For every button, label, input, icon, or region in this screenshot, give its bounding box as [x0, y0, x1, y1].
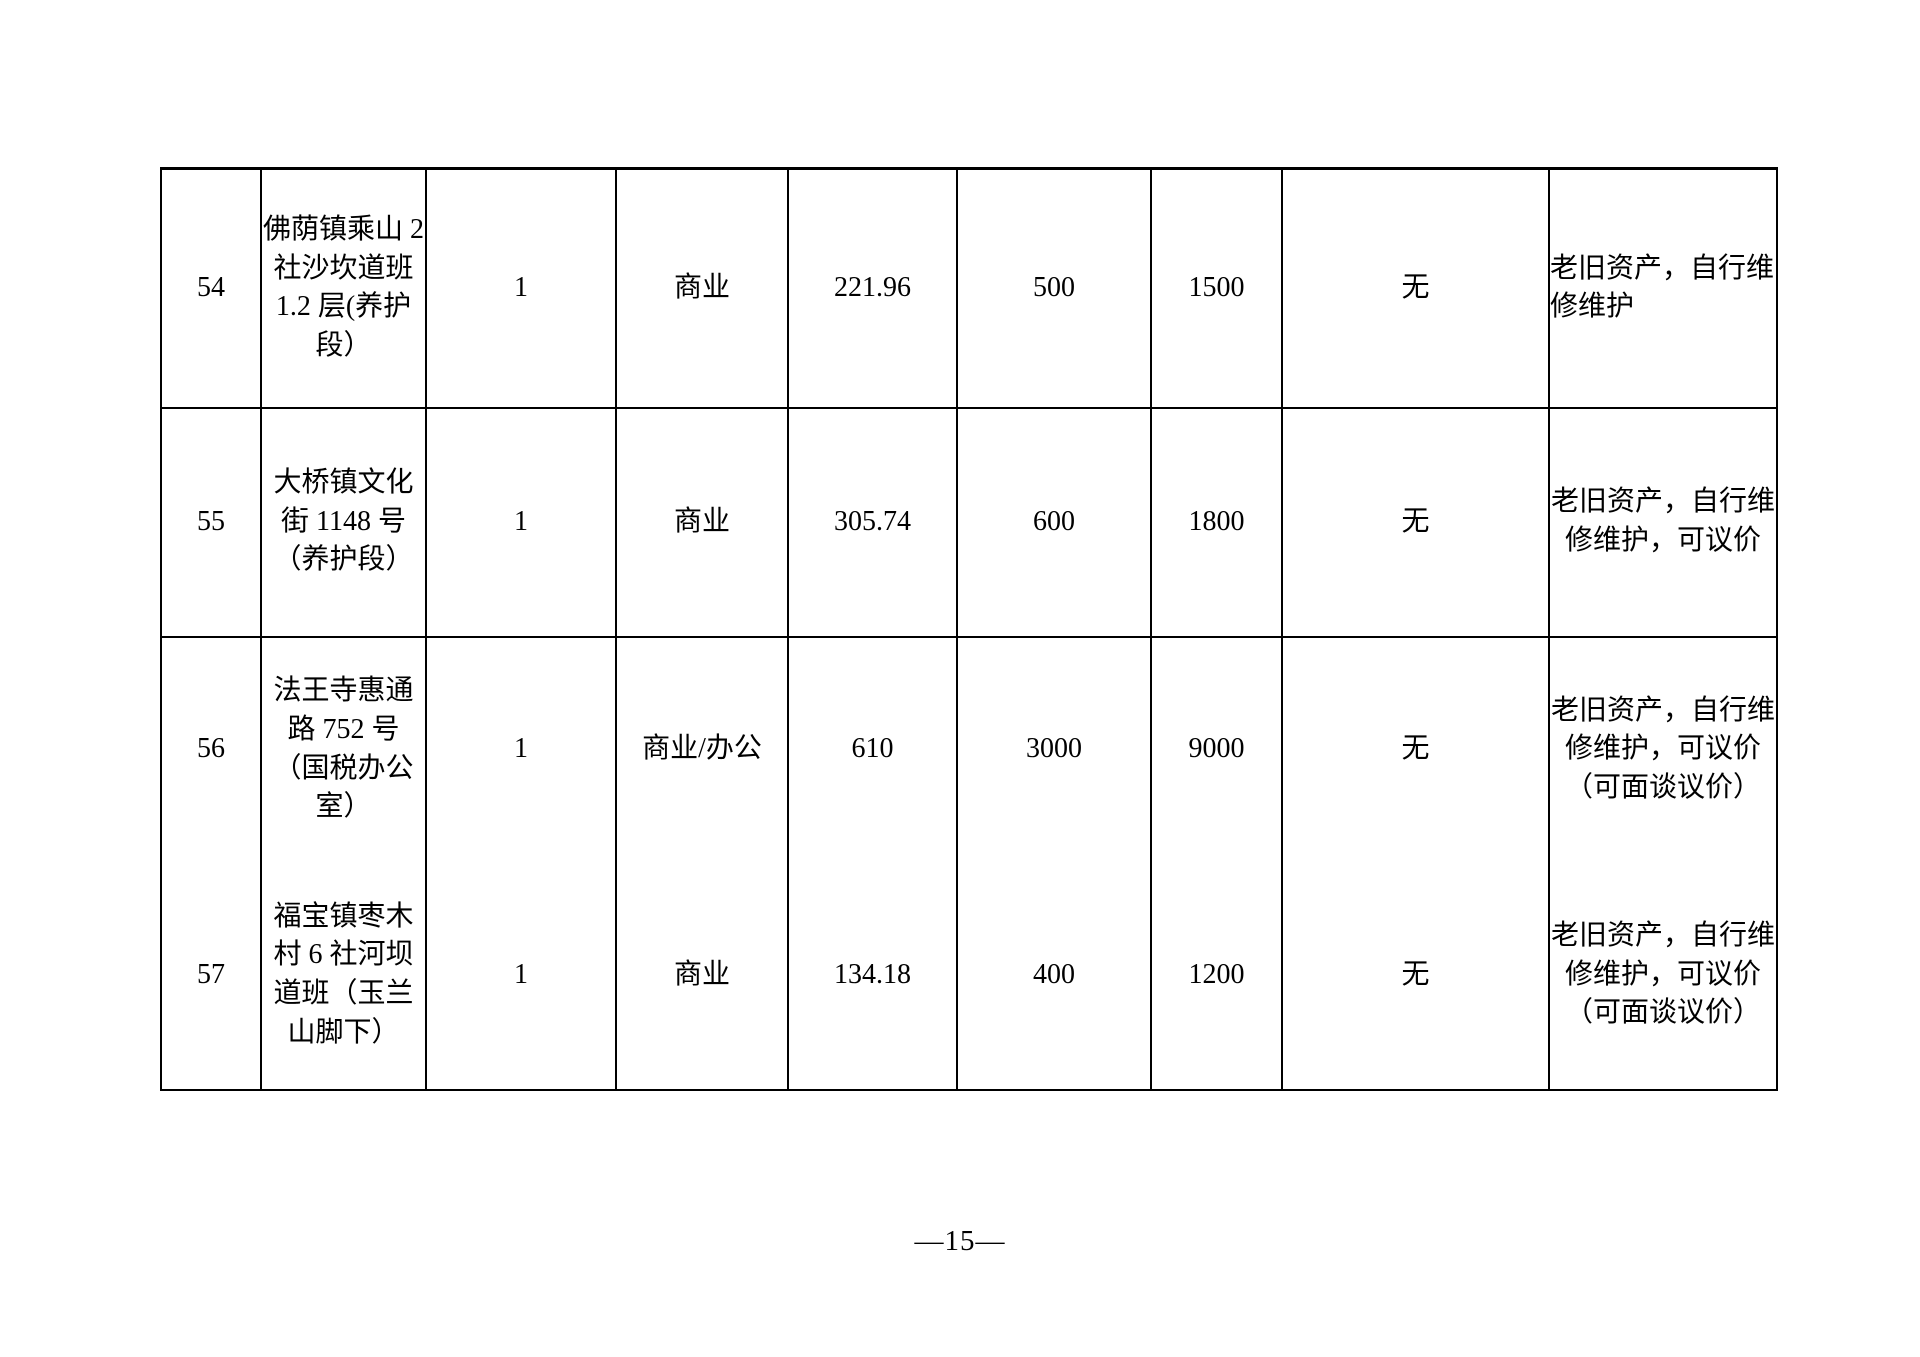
table-row: 56 法王寺惠通路 752 号（国税办公室） 1 商业/办公 610 3000 … [160, 635, 1778, 862]
cell-usage: 商业 [615, 861, 789, 1091]
cell-value-a: 600 [956, 406, 1152, 638]
cell-value-b: 1800 [1150, 406, 1283, 638]
cell-value-b: 1200 [1150, 861, 1283, 1091]
cell-encumbrance: 无 [1281, 406, 1550, 638]
cell-quantity: 1 [425, 406, 617, 638]
cell-address: 佛荫镇乘山 2 社沙坎道班 1.2 层(养护段） [260, 167, 427, 409]
cell-usage: 商业/办公 [615, 635, 789, 862]
table-row: 57 福宝镇枣木村 6 社河坝道班（玉兰山脚下） 1 商业 134.18 400… [160, 861, 1778, 1091]
table-row: 55 大桥镇文化街 1148 号（养护段） 1 商业 305.74 600 18… [160, 406, 1778, 638]
cell-address: 福宝镇枣木村 6 社河坝道班（玉兰山脚下） [260, 861, 427, 1091]
cell-quantity: 1 [425, 635, 617, 862]
cell-quantity: 1 [425, 167, 617, 409]
cell-area: 221.96 [787, 167, 958, 409]
cell-area: 134.18 [787, 861, 958, 1091]
cell-row-number: 57 [160, 861, 262, 1091]
cell-value-a: 500 [956, 167, 1152, 409]
cell-remarks: 老旧资产，自行维修维护 [1548, 167, 1778, 409]
asset-listing-table: 54 佛荫镇乘山 2 社沙坎道班 1.2 层(养护段） 1 商业 221.96 … [160, 167, 1778, 1091]
cell-value-a: 400 [956, 861, 1152, 1091]
table-row: 54 佛荫镇乘山 2 社沙坎道班 1.2 层(养护段） 1 商业 221.96 … [160, 167, 1778, 409]
cell-usage: 商业 [615, 167, 789, 409]
cell-address: 法王寺惠通路 752 号（国税办公室） [260, 635, 427, 862]
cell-value-b: 9000 [1150, 635, 1283, 862]
cell-area: 610 [787, 635, 958, 862]
cell-value-b: 1500 [1150, 167, 1283, 409]
cell-row-number: 55 [160, 406, 262, 638]
cell-row-number: 56 [160, 635, 262, 862]
cell-area: 305.74 [787, 406, 958, 638]
cell-encumbrance: 无 [1281, 861, 1550, 1091]
cell-quantity: 1 [425, 861, 617, 1091]
cell-remarks: 老旧资产，自行维修维护，可议价（可面谈议价） [1548, 635, 1778, 862]
page-number: —15— [914, 1225, 1006, 1257]
cell-usage: 商业 [615, 406, 789, 638]
cell-remarks: 老旧资产，自行维修维护，可议价（可面谈议价） [1548, 861, 1778, 1091]
cell-value-a: 3000 [956, 635, 1152, 862]
cell-address: 大桥镇文化街 1148 号（养护段） [260, 406, 427, 638]
cell-remarks: 老旧资产，自行维修维护，可议价 [1548, 406, 1778, 638]
cell-row-number: 54 [160, 167, 262, 409]
cell-encumbrance: 无 [1281, 167, 1550, 409]
cell-encumbrance: 无 [1281, 635, 1550, 862]
